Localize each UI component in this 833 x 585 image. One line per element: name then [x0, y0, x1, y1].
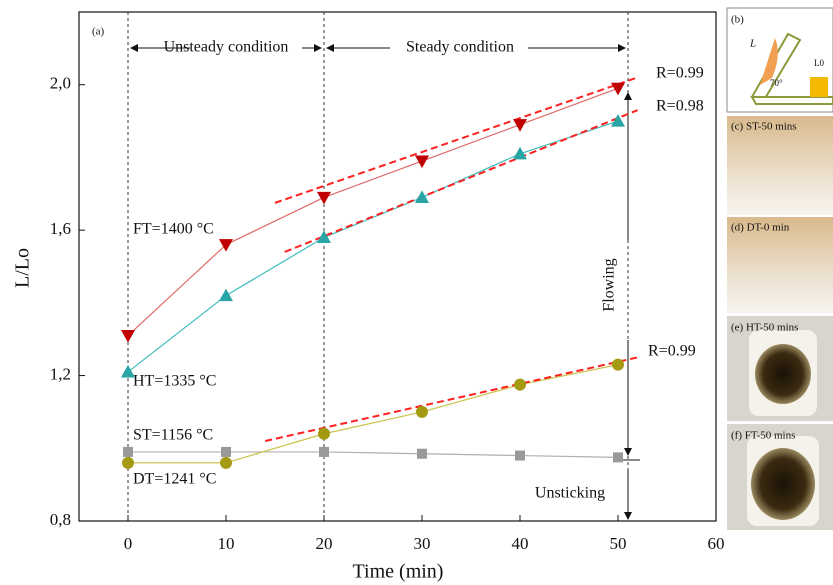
point — [612, 358, 624, 371]
series-label: HT=1335 °C — [133, 373, 216, 390]
image-panels: (b) L 70° L0 (c) ST-50 mins (d) DT-0 min… — [726, 7, 833, 530]
point — [121, 364, 135, 378]
photo — [755, 344, 811, 404]
x-tick-label: 30 — [414, 534, 431, 553]
point — [415, 155, 429, 169]
panel-text: L — [749, 38, 756, 50]
point — [318, 427, 330, 440]
point — [513, 119, 527, 132]
panel-label: (a) — [92, 26, 105, 38]
panel-label: (d) DT-0 min — [731, 222, 790, 234]
annotation: Steady condition — [406, 39, 514, 56]
series-line — [127, 120, 619, 373]
point — [417, 448, 427, 459]
x-tick-label: 50 — [610, 534, 627, 553]
panel-label: (f) FT-50 mins — [731, 430, 795, 442]
x-axis-title: Time (min) — [353, 561, 444, 583]
point — [219, 288, 233, 302]
fit-line — [284, 109, 638, 253]
x-tick-label: 0 — [124, 534, 133, 553]
point — [515, 450, 525, 461]
point — [219, 239, 233, 252]
point — [613, 452, 623, 463]
y-tick-label: 2,0 — [50, 74, 71, 93]
point — [317, 191, 331, 205]
x-tick-label: 20 — [316, 534, 333, 553]
series-label: DT=1241 °C — [133, 471, 216, 488]
annotation: Unsteady condition — [164, 39, 289, 56]
x-tick-label: 10 — [218, 534, 235, 553]
point — [416, 405, 428, 418]
fit-line — [274, 76, 638, 204]
panel-label: (b) — [731, 14, 744, 26]
fit-label: R=0.99 — [648, 343, 696, 360]
point — [514, 378, 526, 391]
point — [123, 446, 133, 457]
annotation: Flowing — [601, 258, 618, 311]
panel-label: (e) HT-50 mins — [731, 322, 798, 334]
photo — [727, 116, 833, 215]
y-axis-title: L/Lo — [12, 248, 34, 288]
point — [319, 446, 329, 457]
schematic — [810, 77, 828, 97]
point — [317, 230, 331, 244]
fit-line — [264, 356, 638, 442]
panel-text: L0 — [814, 58, 824, 68]
point — [415, 190, 429, 204]
x-tick-label: 40 — [512, 534, 529, 553]
fit-label: R=0.98 — [656, 98, 704, 115]
x-tick-label: 60 — [708, 534, 725, 553]
point — [220, 456, 232, 469]
panel-text: 70° — [770, 78, 783, 88]
series-label: ST=1156 °C — [133, 427, 213, 444]
series-label: FT=1400 °C — [133, 221, 214, 238]
photo — [751, 448, 815, 520]
y-tick-label: 1,2 — [50, 364, 71, 383]
point — [611, 114, 625, 127]
series-line — [128, 364, 619, 464]
fit-label: R=0.99 — [656, 65, 704, 82]
schematic — [760, 38, 778, 85]
point — [122, 456, 134, 469]
point — [513, 146, 527, 160]
photo — [727, 217, 833, 313]
annotation: Unsticking — [535, 485, 605, 502]
y-tick-label: 1,6 — [50, 219, 71, 238]
point — [121, 329, 135, 343]
series-line — [127, 87, 619, 337]
series-line — [128, 451, 619, 458]
schematic — [750, 96, 833, 105]
panel-label: (c) ST-50 mins — [731, 121, 797, 133]
point — [221, 446, 231, 457]
y-tick-label: 0,8 — [50, 510, 71, 529]
point — [611, 82, 625, 96]
plot-frame — [78, 11, 717, 522]
